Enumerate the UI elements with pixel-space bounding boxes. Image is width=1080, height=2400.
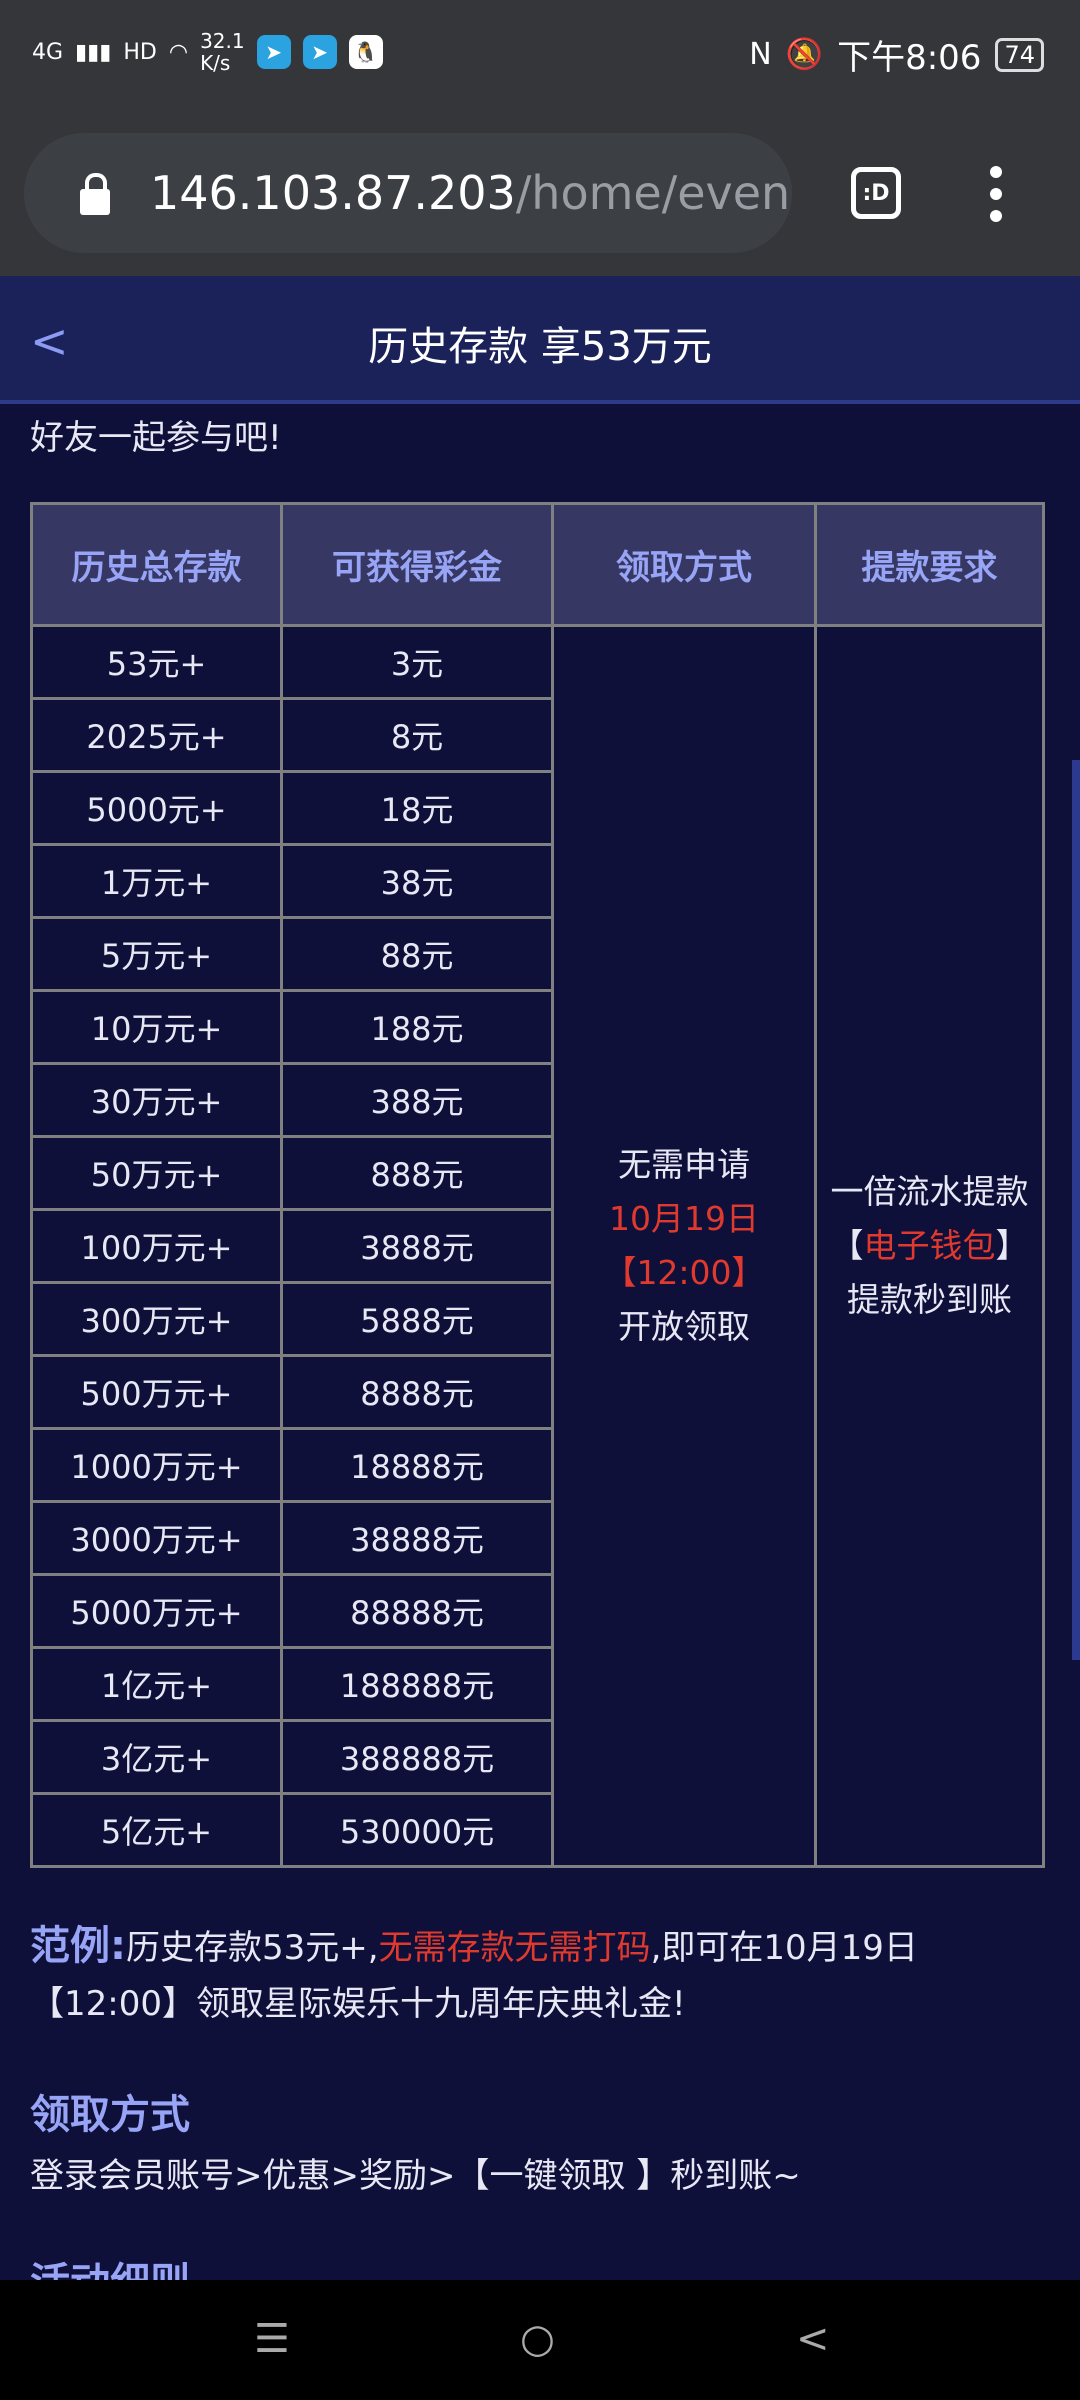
page-header: < 历史存款 享53万元: [0, 276, 1080, 404]
signal-icon: 4G: [32, 39, 64, 65]
recents-icon[interactable]: ☰: [254, 2316, 290, 2362]
table-row: 3000万元+ 38888元: [30, 1500, 1044, 1576]
bonus-cell: 88888元: [280, 1573, 554, 1649]
bonus-cell: 530000元: [280, 1792, 554, 1868]
deposit-cell: 5亿元+: [30, 1792, 283, 1868]
table-row: 5000元+ 18元: [30, 770, 1044, 846]
table-row: 5亿元+ 530000元: [30, 1792, 1044, 1868]
page-title: 历史存款 享53万元: [368, 324, 712, 370]
example-label: 范例:: [30, 1923, 126, 1969]
col-header: 提款要求: [814, 502, 1045, 627]
address-bar[interactable]: 146.103.87.203/home/event: [24, 133, 792, 253]
deposit-cell: 30万元+: [30, 1062, 283, 1138]
claim-heading: 领取方式: [30, 2092, 190, 2138]
net-speed-unit: K/s: [200, 51, 231, 75]
deposit-cell: 1亿元+: [30, 1646, 283, 1722]
bonus-cell: 8元: [280, 697, 554, 773]
bonus-table: 历史总存款 可获得彩金 领取方式 提款要求 53元+ 3元 无需申请 10月19日 【1…: [30, 502, 1045, 1868]
net-speed: 32.1: [200, 29, 245, 53]
col-header: 可获得彩金: [280, 502, 554, 627]
battery-icon: 74: [995, 37, 1044, 72]
bonus-cell: 188元: [280, 989, 554, 1065]
intro-text: 好友一起参与吧!: [30, 418, 282, 458]
claim-text: 登录会员账号>优惠>奖励>【一键领取 】秒到账~: [30, 2156, 801, 2196]
bonus-cell: 88元: [280, 916, 554, 992]
table-row: 500万元+ 8888元: [30, 1354, 1044, 1430]
table-row: 53元+ 3元 无需申请 10月19日 【12:00】 开放领取 一倍流水提款 【电子钱包】提…: [30, 624, 1045, 1868]
deposit-cell: 50万元+: [30, 1135, 283, 1211]
table-row: 1亿元+ 188888元: [30, 1646, 1044, 1722]
home-icon[interactable]: ○: [520, 2316, 555, 2362]
back-chevron-icon[interactable]: <: [30, 314, 69, 368]
url-host: 146.103.87.203: [150, 166, 516, 220]
tab-switcher-button[interactable]: :D: [851, 167, 901, 219]
table-row: 2025元+ 8元: [30, 697, 1044, 773]
bonus-cell: 38元: [280, 843, 554, 919]
status-bar: 4G ▮▮▮ HD ◠ 32.1 K/s ➤ ➤ 🐧 N 🔕 下午8:06 74: [0, 0, 1080, 100]
bonus-cell: 388888元: [280, 1719, 554, 1795]
table-row: 50万元+ 888元: [30, 1135, 1044, 1211]
url-path: /home/event: [515, 166, 792, 220]
bonus-cell: 38888元: [280, 1500, 554, 1576]
deposit-cell: 53元+: [30, 624, 283, 700]
telegram-icon: ➤: [302, 35, 337, 69]
bonus-cell: 5888元: [280, 1281, 554, 1357]
deposit-cell: 1000万元+: [30, 1427, 283, 1503]
deposit-cell: 100万元+: [30, 1208, 283, 1284]
deposit-cell: 3000万元+: [30, 1500, 283, 1576]
deposit-cell: 3亿元+: [30, 1719, 283, 1795]
deposit-cell: 300万元+: [30, 1281, 283, 1357]
table-row: 100万元+ 3888元: [30, 1208, 1044, 1284]
withdraw-cell: 一倍流水提款 【电子钱包】 提款秒到账: [814, 624, 1045, 1868]
mute-icon: 🔕: [785, 37, 824, 72]
deposit-cell: 500万元+: [30, 1354, 283, 1430]
col-header: 领取方式: [551, 502, 817, 627]
back-icon[interactable]: <: [796, 2316, 830, 2362]
table-row: 10万元+ 188元: [30, 989, 1044, 1065]
deposit-cell: 1万元+: [30, 843, 283, 919]
bonus-cell: 18元: [280, 770, 554, 846]
table-row: 30万元+ 388元: [30, 1062, 1044, 1138]
telegram-icon: ➤: [256, 35, 291, 69]
example-text: 范例:历史存款53元+,无需存款无需打码,即可在10月19日【12:00】领取星…: [30, 1923, 918, 2024]
deposit-cell: 10万元+: [30, 989, 283, 1065]
col-header: 历史总存款: [30, 502, 283, 627]
scrollbar[interactable]: [1072, 760, 1080, 1660]
table-row: 5000万元+ 88888元: [30, 1573, 1044, 1649]
bonus-cell: 188888元: [280, 1646, 554, 1722]
deposit-cell: 2025元+: [30, 697, 283, 773]
method-cell: 无需申请 10月19日 【12:00】 开放领取: [551, 624, 817, 1868]
qq-icon: 🐧: [348, 35, 383, 69]
lock-icon[interactable]: [80, 173, 110, 215]
deposit-cell: 5000万元+: [30, 1573, 283, 1649]
table-header-row: 历史总存款 可获得彩金 领取方式 提款要求: [30, 502, 1045, 627]
bonus-cell: 3元: [280, 624, 554, 700]
bonus-cell: 8888元: [280, 1354, 554, 1430]
bonus-cell: 18888元: [280, 1427, 554, 1503]
deposit-cell: 5万元+: [30, 916, 283, 992]
table-row: 3亿元+ 388888元: [30, 1719, 1044, 1795]
bonus-cell: 388元: [280, 1062, 554, 1138]
browser-toolbar: 146.103.87.203/home/event :D: [0, 100, 1080, 276]
hd-icon: HD: [123, 39, 157, 65]
system-nav-bar: ☰ ○ <: [0, 2280, 1080, 2400]
signal-bars-icon: ▮▮▮: [75, 39, 112, 65]
bonus-cell: 888元: [280, 1135, 554, 1211]
table-row: 1000万元+ 18888元: [30, 1427, 1044, 1503]
example-highlight: 无需存款无需打码: [378, 1928, 651, 1968]
wifi-icon: ◠: [168, 39, 189, 65]
deposit-cell: 5000元+: [30, 770, 283, 846]
table-row: 300万元+ 5888元: [30, 1281, 1044, 1357]
clock: 下午8:06: [837, 38, 982, 78]
nfc-icon: N: [749, 37, 772, 72]
table-row: 5万元+ 88元: [30, 916, 1044, 992]
bonus-cell: 3888元: [280, 1208, 554, 1284]
more-menu-icon[interactable]: [984, 166, 1008, 222]
table-row: 1万元+ 38元: [30, 843, 1044, 919]
